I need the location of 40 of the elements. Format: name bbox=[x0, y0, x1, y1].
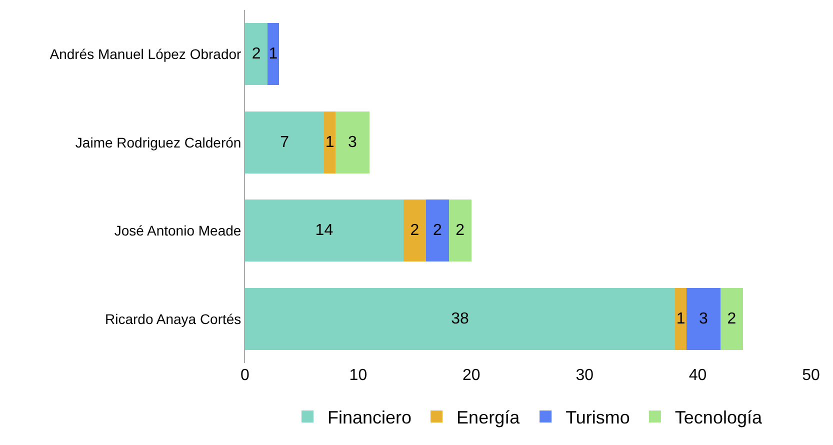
legend-label: Financiero bbox=[328, 408, 412, 428]
y-tick-label: Andrés Manuel López Obrador bbox=[50, 46, 242, 62]
y-tick-label: José Antonio Meade bbox=[114, 222, 242, 239]
data-label: 2 bbox=[456, 222, 465, 240]
bar bbox=[720, 288, 744, 350]
legend-label: Energía bbox=[456, 408, 521, 428]
data-label: 2 bbox=[410, 222, 420, 240]
x-tick-label: 20 bbox=[462, 367, 480, 384]
bar bbox=[448, 200, 472, 262]
bar bbox=[245, 111, 324, 174]
bar bbox=[268, 23, 279, 86]
y-tick-label: Ricardo Anaya Cortés bbox=[105, 310, 242, 327]
data-label: 1 bbox=[268, 46, 278, 63]
data-label: 1 bbox=[325, 134, 334, 151]
bar bbox=[426, 200, 449, 262]
y-tick-label: Jaime Rodriguez Calderón bbox=[75, 134, 242, 150]
data-label: 1 bbox=[676, 310, 686, 328]
bar bbox=[686, 288, 720, 350]
x-tick-label: 30 bbox=[576, 367, 594, 384]
legend-label: Tecnología bbox=[674, 408, 763, 428]
data-label: 7 bbox=[280, 134, 290, 151]
legend-label: Turismo bbox=[566, 408, 630, 428]
data-label: 2 bbox=[432, 222, 442, 240]
bar bbox=[336, 111, 370, 174]
x-tick-label: 0 bbox=[240, 367, 250, 384]
data-label: 14 bbox=[315, 222, 334, 240]
bar bbox=[403, 200, 426, 262]
bar bbox=[245, 200, 404, 262]
data-label: 2 bbox=[727, 310, 736, 328]
x-tick-label: 10 bbox=[349, 367, 368, 384]
data-label: 3 bbox=[698, 310, 708, 328]
bar bbox=[245, 23, 268, 86]
x-tick-label: 50 bbox=[802, 367, 820, 384]
bar bbox=[324, 111, 336, 174]
bar bbox=[675, 288, 686, 350]
data-label: 3 bbox=[348, 134, 358, 151]
data-label: 38 bbox=[451, 310, 470, 328]
data-label: 2 bbox=[252, 46, 261, 63]
x-tick-label: 40 bbox=[688, 367, 707, 384]
bar bbox=[245, 288, 676, 350]
